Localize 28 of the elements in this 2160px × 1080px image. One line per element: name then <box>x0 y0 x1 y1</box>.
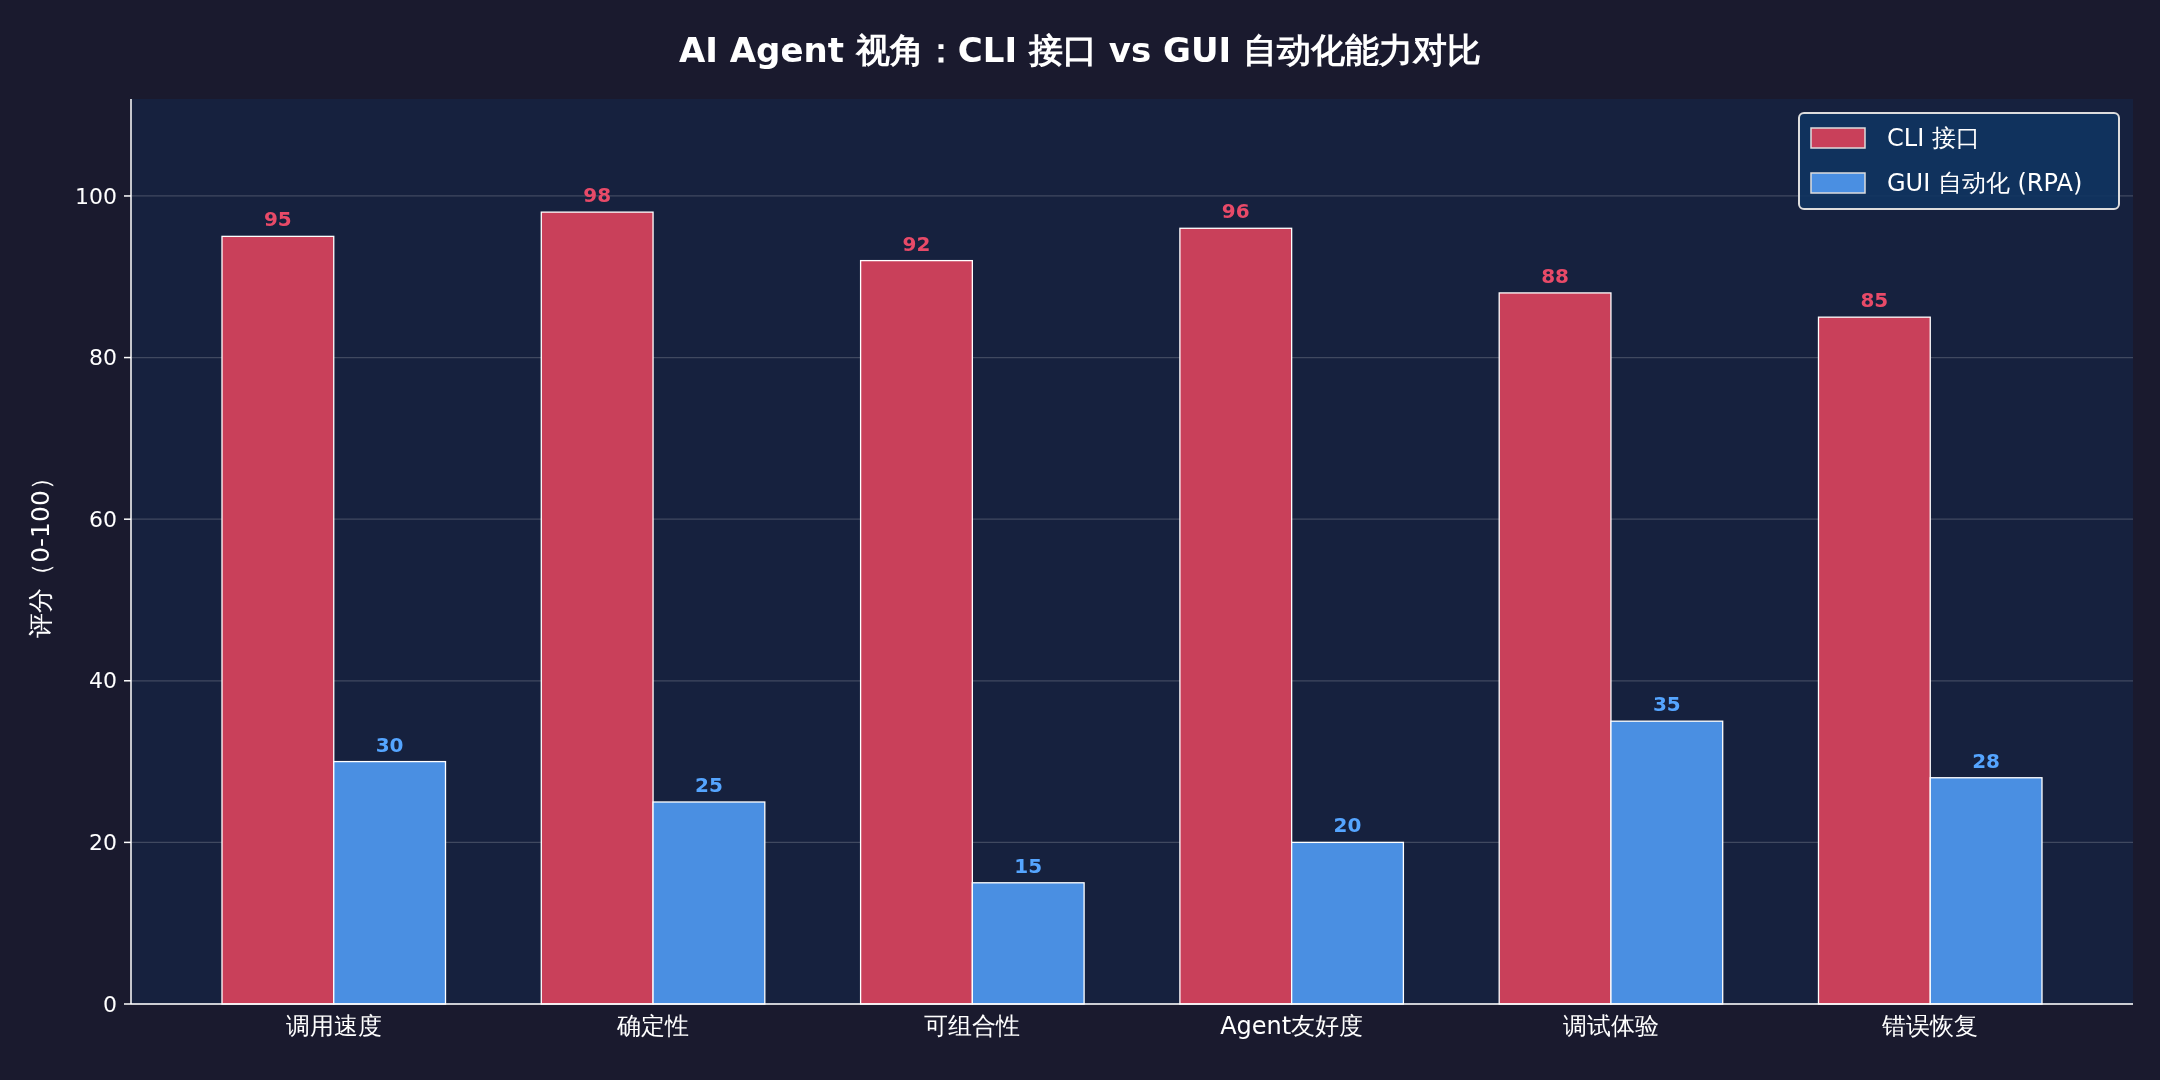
legend-label: CLI 接口 <box>1887 124 1980 153</box>
y-tick-label: 100 <box>75 183 117 209</box>
data-label: 96 <box>1221 199 1250 224</box>
data-label: 35 <box>1652 692 1681 717</box>
data-label: 25 <box>695 772 723 797</box>
legend-label: GUI 自动化 (RPA) <box>1887 169 2083 198</box>
x-tick-label: Agent友好度 <box>1220 1012 1364 1040</box>
chart-title: AI Agent 视角：CLI 接口 vs GUI 自动化能力对比 <box>679 29 1481 70</box>
data-label: 95 <box>263 207 292 232</box>
y-tick-label: 0 <box>103 991 117 1017</box>
y-tick-label: 40 <box>89 668 117 694</box>
x-tick-label: 确定性 <box>616 1012 690 1040</box>
data-label: 92 <box>902 231 931 256</box>
x-tick-label: 调用速度 <box>285 1012 382 1040</box>
data-label: 85 <box>1860 288 1889 313</box>
y-tick-label: 60 <box>89 506 117 532</box>
data-label: 20 <box>1333 813 1362 838</box>
y-tick-label: 80 <box>89 345 117 371</box>
data-label: 28 <box>1972 748 2001 773</box>
x-tick-label: 调试体验 <box>1562 1012 1659 1040</box>
data-label: 30 <box>375 732 404 757</box>
data-label: 15 <box>1014 853 1043 878</box>
x-tick-label: 可组合性 <box>924 1012 1021 1040</box>
data-label: 98 <box>583 183 612 208</box>
y-tick-label: 20 <box>89 830 117 856</box>
x-tick-label: 错误恢复 <box>1881 1012 1979 1040</box>
data-label: 88 <box>1541 263 1569 288</box>
y-axis-title: 评分（0-100） <box>25 465 55 638</box>
